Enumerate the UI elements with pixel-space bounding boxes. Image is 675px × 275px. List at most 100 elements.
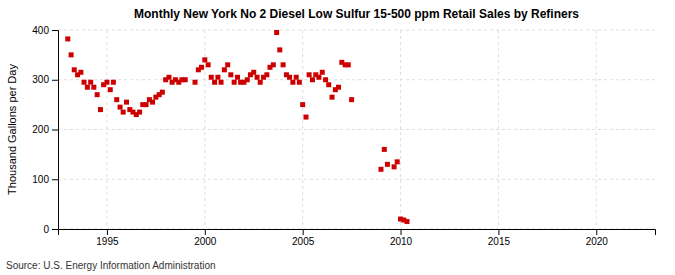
y-grid-line bbox=[58, 179, 655, 180]
x-tick: 2010 bbox=[390, 229, 413, 247]
point bbox=[212, 80, 217, 85]
point bbox=[297, 80, 302, 85]
point bbox=[378, 167, 383, 172]
x-tick-label: 2010 bbox=[390, 236, 413, 247]
point bbox=[382, 147, 387, 152]
point bbox=[104, 80, 109, 85]
x-tick-label: 1995 bbox=[96, 236, 119, 247]
x-tick: 1995 bbox=[96, 229, 119, 247]
point bbox=[395, 159, 400, 164]
x-tick-mark bbox=[205, 229, 206, 235]
title: Monthly New York No 2 Diesel Low Sulfur … bbox=[134, 7, 579, 21]
x-grid-line bbox=[596, 30, 597, 229]
point bbox=[294, 75, 299, 80]
x-tick-label: 2005 bbox=[292, 236, 315, 247]
point bbox=[150, 100, 155, 105]
x-grid-line bbox=[302, 30, 303, 229]
x-tick: 2005 bbox=[292, 229, 315, 247]
point bbox=[166, 75, 171, 80]
x-tick-mark bbox=[596, 229, 597, 235]
point bbox=[310, 77, 315, 82]
point bbox=[69, 52, 74, 57]
point bbox=[88, 80, 93, 85]
point bbox=[199, 65, 204, 70]
point bbox=[316, 75, 321, 80]
point bbox=[95, 92, 100, 97]
point bbox=[65, 36, 70, 41]
x-tick-label: 2000 bbox=[194, 236, 217, 247]
y-tick-mark bbox=[52, 30, 58, 31]
point bbox=[228, 72, 233, 77]
x-tick-mark bbox=[107, 229, 108, 235]
y-grid-line bbox=[58, 129, 655, 130]
y-tick-label: 200 bbox=[32, 124, 49, 135]
point bbox=[193, 80, 198, 85]
x-tick-label: 2015 bbox=[488, 236, 511, 247]
point bbox=[303, 115, 308, 120]
x-tick-mark bbox=[303, 229, 304, 235]
point bbox=[258, 80, 263, 85]
y-tick: 400 bbox=[32, 25, 58, 36]
point bbox=[277, 47, 282, 52]
point bbox=[281, 62, 286, 67]
point bbox=[209, 75, 214, 80]
point bbox=[232, 80, 237, 85]
point bbox=[235, 75, 240, 80]
y-tick-mark bbox=[52, 130, 58, 131]
point bbox=[323, 77, 328, 82]
point bbox=[215, 75, 220, 80]
point bbox=[405, 219, 410, 224]
x-tick-mark bbox=[498, 229, 499, 235]
point bbox=[320, 70, 325, 75]
point bbox=[137, 110, 142, 115]
point bbox=[78, 70, 83, 75]
grid bbox=[58, 30, 655, 229]
y-axis-line bbox=[52, 31, 59, 230]
point bbox=[251, 70, 256, 75]
y-tick-label: 0 bbox=[43, 224, 49, 235]
point bbox=[118, 105, 123, 110]
y-tick-mark bbox=[52, 80, 58, 81]
point bbox=[225, 62, 230, 67]
point bbox=[206, 62, 211, 67]
point bbox=[264, 72, 269, 77]
y-tick-mark bbox=[52, 179, 58, 180]
y-tick-label: 300 bbox=[32, 74, 49, 85]
y-tick: 300 bbox=[32, 74, 58, 85]
point bbox=[274, 30, 279, 35]
x-axis: 1995 2000 2005 2010 2015 2020 bbox=[59, 229, 656, 247]
y-tick: 100 bbox=[32, 174, 58, 185]
point bbox=[346, 62, 351, 67]
point bbox=[307, 72, 312, 77]
x-tick: 2020 bbox=[586, 229, 609, 247]
point bbox=[330, 95, 335, 100]
point bbox=[183, 77, 188, 82]
point bbox=[98, 107, 103, 112]
y-axis-title: Thousand Gallons per Day bbox=[6, 64, 18, 195]
x-grid-line bbox=[498, 30, 499, 229]
point bbox=[349, 97, 354, 102]
y-grid-line bbox=[58, 79, 655, 80]
x-tick: 2000 bbox=[194, 229, 217, 247]
point bbox=[255, 75, 260, 80]
x-tick-mark bbox=[401, 229, 402, 235]
y-tick-label: 400 bbox=[32, 25, 49, 36]
point bbox=[219, 80, 224, 85]
point bbox=[202, 57, 207, 62]
point bbox=[160, 90, 165, 95]
point bbox=[336, 85, 341, 90]
point bbox=[326, 82, 331, 87]
x-axis-line bbox=[59, 230, 656, 236]
point bbox=[82, 80, 87, 85]
point bbox=[300, 102, 305, 107]
x-tick: 2015 bbox=[488, 229, 511, 247]
y-axis: 0 100 200 300 400 bbox=[32, 25, 58, 235]
x-grid-line bbox=[400, 30, 401, 229]
point bbox=[114, 97, 119, 102]
point bbox=[124, 100, 129, 105]
point bbox=[121, 110, 126, 115]
y-tick-label: 100 bbox=[32, 174, 49, 185]
y-tick: 0 bbox=[43, 224, 58, 235]
point bbox=[271, 62, 276, 67]
point bbox=[222, 67, 227, 72]
